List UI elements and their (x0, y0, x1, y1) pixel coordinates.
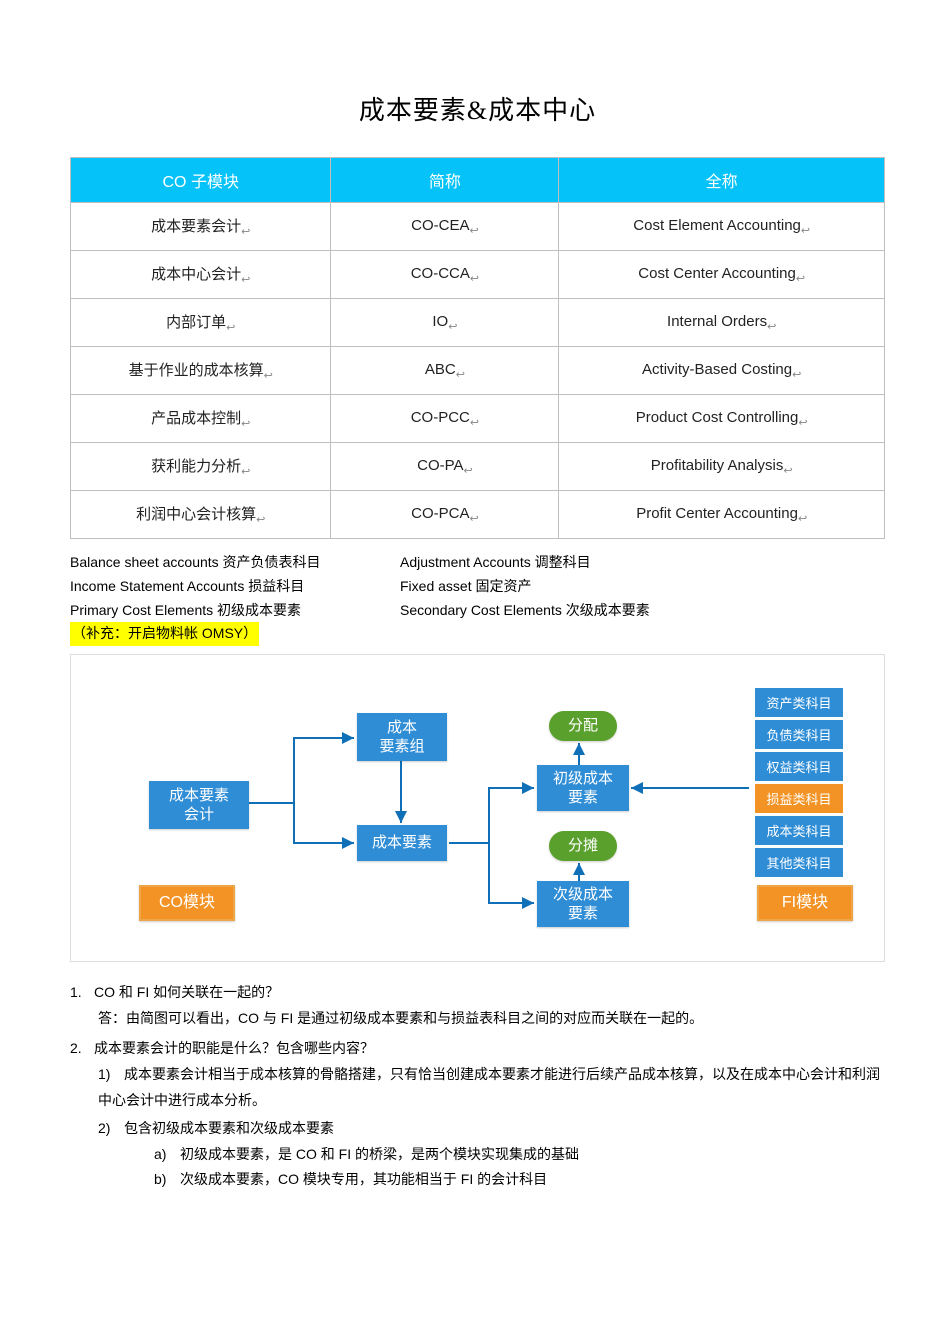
th-module: CO 子模块 (71, 158, 331, 203)
cell-abbr: ABC↩ (331, 347, 559, 395)
node-co-module: CO模块 (139, 885, 235, 921)
answer-prefix: 答： (98, 1010, 126, 1026)
qa-item: 1.CO 和 FI 如何关联在一起的？ 答：由简图可以看出，CO 与 FI 是通… (70, 980, 885, 1032)
supplement-highlight: （补充：开启物料帐 OMSY） (70, 622, 259, 646)
cell-full: Activity-Based Costing↩ (559, 347, 885, 395)
th-full: 全称 (559, 158, 885, 203)
cell-module: 内部订单↩ (71, 299, 331, 347)
cell-module: 获利能力分析↩ (71, 443, 331, 491)
table-row: 利润中心会计核算↩ CO-PCA↩ Profit Center Accounti… (71, 491, 885, 539)
cell-full: Profitability Analysis↩ (559, 443, 885, 491)
table-row: 成本中心会计↩ CO-CCA↩ Cost Center Accounting↩ (71, 251, 885, 299)
question-text: 成本要素会计的职能是什么？包含哪些内容？ (94, 1040, 374, 1056)
node-allocation: 分配 (549, 711, 617, 741)
co-modules-table: CO 子模块 简称 全称 成本要素会计↩ CO-CEA↩ Cost Elemen… (70, 157, 885, 539)
node-primary-cost-element: 初级成本要素 (537, 765, 629, 811)
definitions-block: Balance sheet accounts 资产负债表科目 Adjustmen… (70, 551, 885, 646)
letter-marker: b) (154, 1167, 180, 1193)
question-text: CO 和 FI 如何关联在一起的？ (94, 984, 279, 1000)
letter-marker: a) (154, 1142, 180, 1168)
sub-answer-text: 包含初级成本要素和次级成本要素 (124, 1120, 334, 1136)
def-right: Fixed asset 固定资产 (400, 575, 885, 599)
sub-answer: 2)包含初级成本要素和次级成本要素 a)初级成本要素，是 CO 和 FI 的桥梁… (98, 1116, 885, 1194)
cell-module: 成本要素会计↩ (71, 203, 331, 251)
table-row: 产品成本控制↩ CO-PCC↩ Product Cost Controlling… (71, 395, 885, 443)
page-title: 成本要素&成本中心 (70, 90, 885, 127)
table-row: 获利能力分析↩ CO-PA↩ Profitability Analysis↩ (71, 443, 885, 491)
sub-number: 1) (98, 1062, 124, 1088)
fi-account-item: 负债类科目 (755, 720, 843, 749)
qa-section: 1.CO 和 FI 如何关联在一起的？ 答：由简图可以看出，CO 与 FI 是通… (70, 980, 885, 1193)
node-fi-module: FI模块 (757, 885, 853, 921)
cell-abbr: CO-PA↩ (331, 443, 559, 491)
letter-item: b)次级成本要素，CO 模块专用，其功能相当于 FI 的会计科目 (154, 1167, 885, 1193)
cell-abbr: IO↩ (331, 299, 559, 347)
qa-item: 2.成本要素会计的职能是什么？包含哪些内容？ 1)成本要素会计相当于成本核算的骨… (70, 1036, 885, 1193)
node-secondary-cost-element: 次级成本要素 (537, 881, 629, 927)
cell-module: 成本中心会计↩ (71, 251, 331, 299)
list-number: 1. (70, 980, 94, 1006)
cell-abbr: CO-PCA↩ (331, 491, 559, 539)
fi-account-item-highlight: 损益类科目 (755, 784, 843, 813)
cell-full: Cost Element Accounting↩ (559, 203, 885, 251)
cell-module: 利润中心会计核算↩ (71, 491, 331, 539)
sub-answer-text: 成本要素会计相当于成本核算的骨骼搭建，只有恰当创建成本要素才能进行后续产品成本核… (98, 1066, 880, 1108)
sub-number: 2) (98, 1116, 124, 1142)
node-assessment: 分摊 (549, 831, 617, 861)
table-row: 基于作业的成本核算↩ ABC↩ Activity-Based Costing↩ (71, 347, 885, 395)
cell-abbr: CO-CCA↩ (331, 251, 559, 299)
table-row: 成本要素会计↩ CO-CEA↩ Cost Element Accounting↩ (71, 203, 885, 251)
table-row: 内部订单↩ IO↩ Internal Orders↩ (71, 299, 885, 347)
def-right: Secondary Cost Elements 次级成本要素 (400, 599, 885, 623)
cell-module: 基于作业的成本核算↩ (71, 347, 331, 395)
def-left: Balance sheet accounts 资产负债表科目 (70, 551, 400, 575)
node-cost-element-accounting: 成本要素会计 (149, 781, 249, 829)
answer-text: 由简图可以看出，CO 与 FI 是通过初级成本要素和与损益表科目之间的对应而关联… (126, 1010, 703, 1026)
cell-full: Internal Orders↩ (559, 299, 885, 347)
node-cost-element: 成本要素 (357, 825, 447, 861)
cell-module: 产品成本控制↩ (71, 395, 331, 443)
cell-full: Cost Center Accounting↩ (559, 251, 885, 299)
letter-text: 初级成本要素，是 CO 和 FI 的桥梁，是两个模块实现集成的基础 (180, 1146, 579, 1162)
cell-abbr: CO-PCC↩ (331, 395, 559, 443)
def-left: Primary Cost Elements 初级成本要素 (70, 599, 400, 623)
fi-account-item: 成本类科目 (755, 816, 843, 845)
def-right: Adjustment Accounts 调整科目 (400, 551, 885, 575)
sub-answer: 1)成本要素会计相当于成本核算的骨骼搭建，只有恰当创建成本要素才能进行后续产品成… (98, 1062, 885, 1114)
node-cost-element-group: 成本要素组 (357, 713, 447, 761)
list-number: 2. (70, 1036, 94, 1062)
cell-full: Product Cost Controlling↩ (559, 395, 885, 443)
fi-account-item: 权益类科目 (755, 752, 843, 781)
letter-text: 次级成本要素，CO 模块专用，其功能相当于 FI 的会计科目 (180, 1171, 547, 1187)
letter-item: a)初级成本要素，是 CO 和 FI 的桥梁，是两个模块实现集成的基础 (154, 1142, 885, 1168)
cell-full: Profit Center Accounting↩ (559, 491, 885, 539)
fi-account-item: 其他类科目 (755, 848, 843, 877)
cost-element-diagram: 成本要素会计 成本要素组 成本要素 初级成本要素 次级成本要素 分配 分摊 CO… (70, 654, 885, 962)
def-left: Income Statement Accounts 损益科目 (70, 575, 400, 599)
th-abbr: 简称 (331, 158, 559, 203)
fi-account-types: 资产类科目 负债类科目 权益类科目 损益类科目 成本类科目 其他类科目 (755, 688, 843, 877)
fi-account-item: 资产类科目 (755, 688, 843, 717)
cell-abbr: CO-CEA↩ (331, 203, 559, 251)
